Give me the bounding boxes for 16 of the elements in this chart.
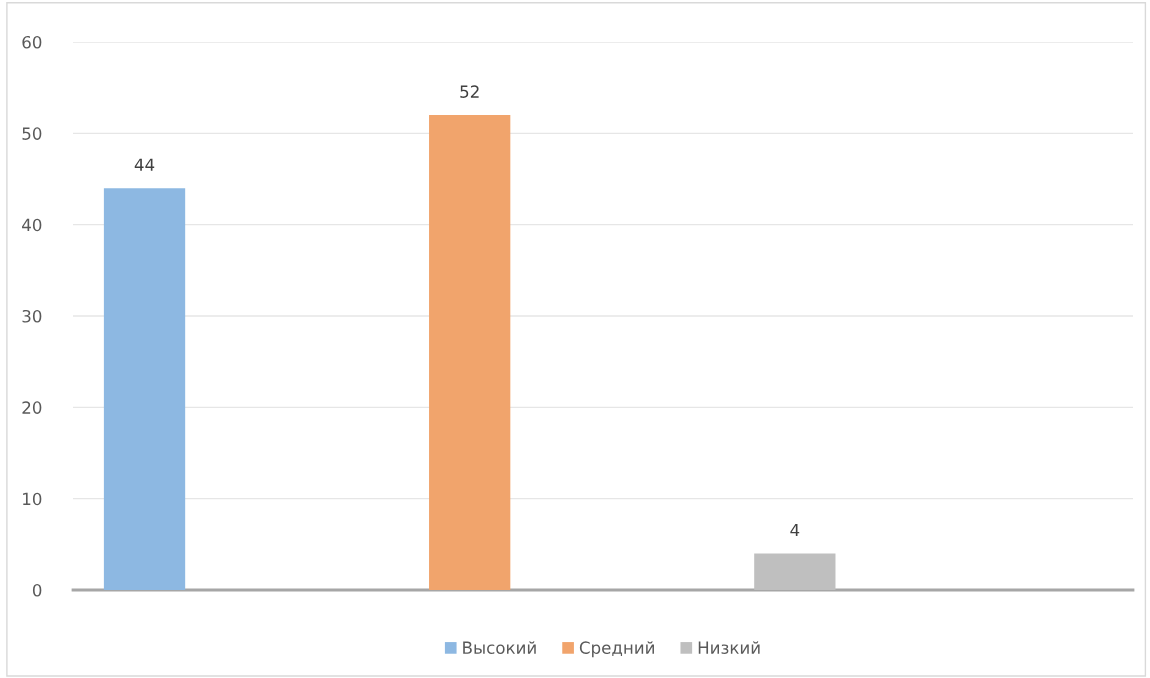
y-tick-label: 40: [22, 218, 42, 232]
y-tick-label: 50: [22, 127, 42, 140]
y-tick-label: 30: [22, 309, 42, 323]
legend-label: Низкий: [698, 641, 760, 654]
data-label: 4: [790, 523, 800, 537]
y-tick-label: 20: [22, 401, 42, 414]
data-label: 52: [460, 85, 479, 98]
legend-label: Высокий: [463, 641, 536, 654]
y-tick-label: 60: [22, 35, 42, 49]
bar: [103, 188, 186, 590]
y-tick-label: 0: [32, 583, 42, 597]
data-label: 44: [134, 158, 155, 171]
bar: [429, 115, 511, 590]
legend-label: Средний: [579, 641, 654, 658]
bar: [754, 553, 836, 590]
y-tick-label: 10: [23, 492, 42, 506]
